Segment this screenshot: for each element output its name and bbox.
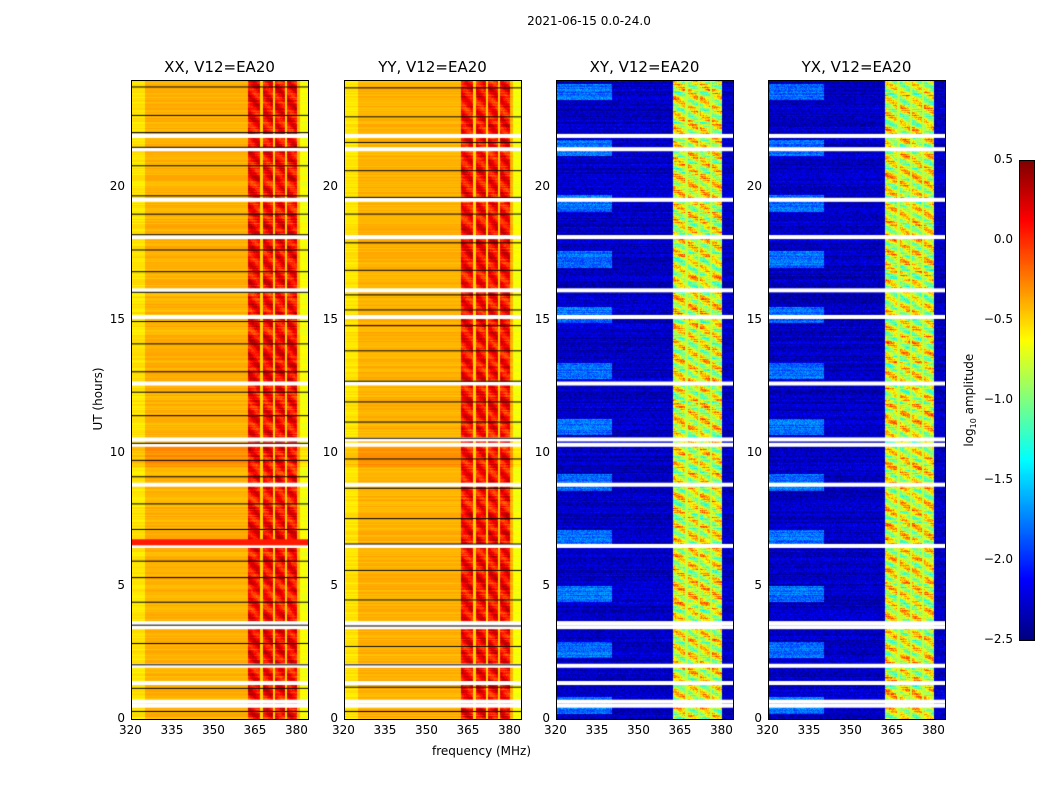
- y-tick-label: 5: [542, 577, 550, 592]
- heatmap-xx: [131, 80, 308, 719]
- axes-frame: [131, 80, 309, 720]
- x-tick-label: 350: [201, 723, 225, 737]
- y-tick-label: 5: [117, 577, 125, 592]
- y-tick-label: 20: [534, 178, 550, 193]
- colorbar-label: log10 amplitude: [961, 353, 979, 447]
- y-tick-label: 0: [117, 711, 125, 725]
- y-axis-label: UT (hours): [91, 367, 105, 431]
- x-tick-label: 380: [284, 723, 308, 737]
- x-tick-label: 335: [797, 723, 821, 737]
- y-tick-label: 10: [109, 444, 125, 459]
- panel-title: XX, V12=EA20: [164, 58, 275, 76]
- x-tick-label: 320: [756, 723, 779, 737]
- x-axis-label: frequency (MHz): [432, 744, 532, 758]
- y-tick-label: 0: [330, 711, 338, 725]
- colorbar-tick-label: −0.5: [983, 312, 1013, 326]
- y-tick-label: 10: [322, 444, 338, 459]
- panel-title: YX, V12=EA20: [801, 58, 912, 76]
- x-tick-label: 365: [880, 723, 904, 737]
- x-tick-label: 320: [544, 723, 567, 737]
- heatmap-xy: [556, 80, 733, 719]
- x-tick-label: 365: [243, 723, 267, 737]
- colorbar-tick-label: −2.0: [983, 552, 1013, 566]
- panel-title: YY, V12=EA20: [378, 58, 487, 76]
- y-tick-label: 15: [109, 311, 125, 326]
- y-tick-label: 5: [330, 577, 338, 592]
- x-tick-label: 320: [119, 723, 142, 737]
- y-tick-label: 10: [746, 444, 762, 459]
- heatmap-yy: [344, 80, 521, 719]
- x-tick-label: 350: [414, 723, 438, 737]
- y-tick-label: 15: [322, 311, 338, 326]
- heatmap-yx: [768, 80, 945, 719]
- x-tick-label: 365: [668, 723, 692, 737]
- y-tick-label: 15: [534, 311, 550, 326]
- x-tick-label: 350: [838, 723, 862, 737]
- y-tick-label: 0: [754, 711, 762, 725]
- colorbar-tick-label: −1.5: [983, 472, 1013, 486]
- axes-frame: [768, 80, 946, 720]
- y-tick-label: 20: [746, 178, 762, 193]
- y-tick-label: 20: [322, 178, 338, 193]
- x-tick-label: 320: [332, 723, 355, 737]
- x-tick-label: 350: [626, 723, 650, 737]
- figure-title: 2021-06-15 0.0-24.0: [527, 14, 651, 28]
- x-tick-label: 335: [585, 723, 609, 737]
- colorbar-tick-label: −2.5: [983, 632, 1013, 646]
- colorbar-tick-label: 0.0: [993, 232, 1013, 246]
- colorbar-tick-label: 0.5: [993, 152, 1013, 166]
- x-tick-label: 380: [497, 723, 521, 737]
- y-tick-label: 15: [746, 311, 762, 326]
- y-tick-label: 20: [109, 178, 125, 193]
- x-tick-label: 335: [373, 723, 397, 737]
- colorbar-tick-label: −1.0: [983, 392, 1013, 406]
- y-tick-label: 10: [534, 444, 550, 459]
- colorbar-frame: [1019, 160, 1035, 641]
- axes-frame: [556, 80, 734, 720]
- colorbar: [1019, 160, 1034, 640]
- x-tick-label: 380: [709, 723, 733, 737]
- x-tick-label: 335: [160, 723, 184, 737]
- axes-frame: [344, 80, 522, 720]
- x-tick-label: 380: [921, 723, 945, 737]
- y-tick-label: 5: [754, 577, 762, 592]
- panel-title: XY, V12=EA20: [589, 58, 700, 76]
- x-tick-label: 365: [456, 723, 480, 737]
- y-tick-label: 0: [542, 711, 550, 725]
